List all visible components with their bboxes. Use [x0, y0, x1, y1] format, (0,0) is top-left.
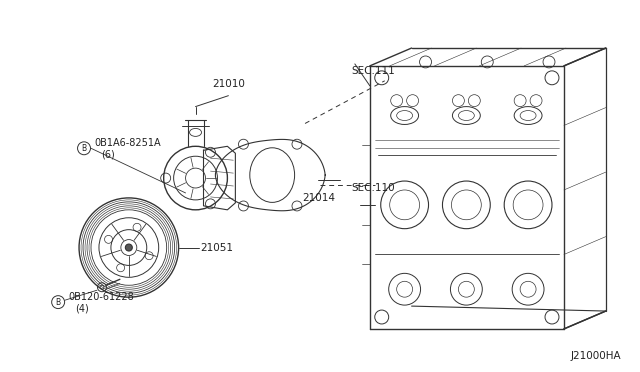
Text: (6): (6): [101, 149, 115, 159]
Circle shape: [125, 244, 132, 251]
Text: 21010: 21010: [212, 79, 245, 89]
Text: B: B: [81, 144, 86, 153]
Text: (4): (4): [75, 303, 89, 313]
Text: 0B120-61228: 0B120-61228: [68, 292, 134, 302]
Text: J21000HA: J21000HA: [571, 351, 621, 361]
Text: 0B1A6-8251A: 0B1A6-8251A: [94, 138, 161, 148]
Text: SEC.110: SEC.110: [352, 183, 396, 193]
Text: 21051: 21051: [200, 243, 234, 253]
Text: 21014: 21014: [302, 193, 335, 203]
Text: SEC.111: SEC.111: [352, 66, 396, 76]
Text: B: B: [56, 298, 61, 307]
